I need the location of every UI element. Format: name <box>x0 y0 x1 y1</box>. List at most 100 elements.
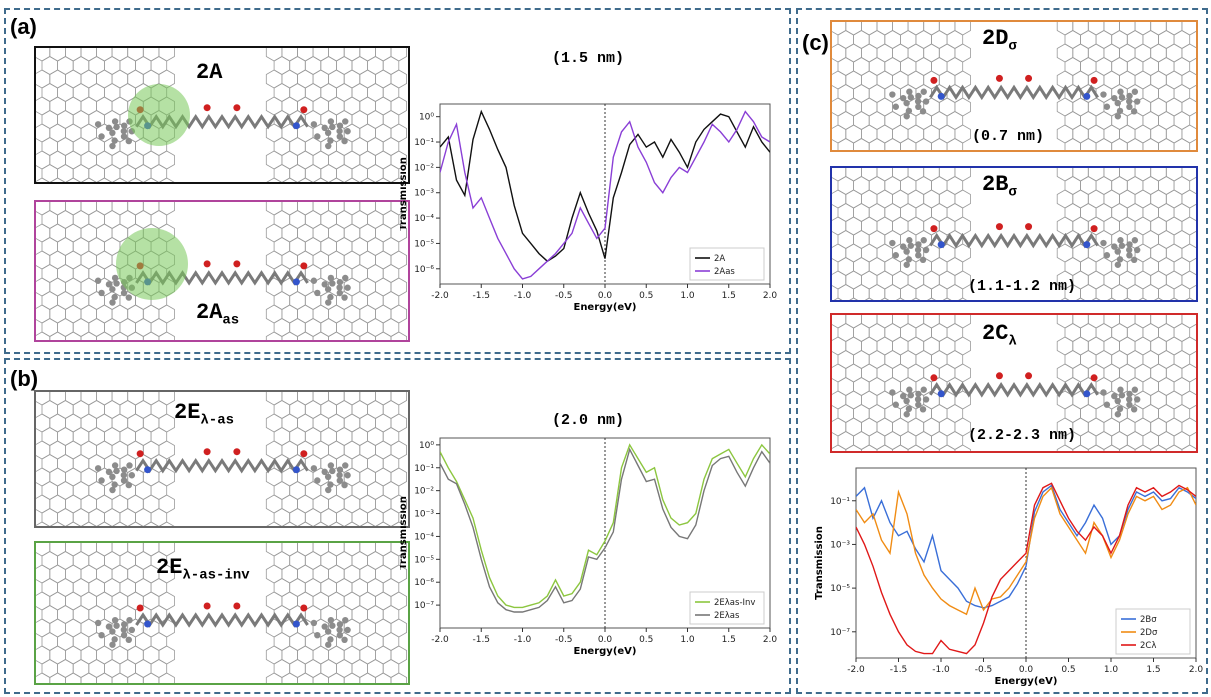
y-tick-label: 10⁻⁵ <box>414 555 434 565</box>
molecule-box-2e-las: 2Eλ-as <box>34 390 410 528</box>
y-tick-label: 10⁰ <box>419 441 434 451</box>
panel-c-letter: (c) <box>802 30 829 55</box>
y-tick-label: 10⁻¹ <box>414 138 434 148</box>
length-label-2b: (1.1-1.2 nm) <box>968 278 1077 295</box>
x-tick-label: -0.5 <box>555 635 573 645</box>
molecule-label-2d: 2Dσ <box>982 26 1017 55</box>
panel-a-letter: (a) <box>10 14 37 39</box>
molecule-illustration <box>832 22 1196 150</box>
molecule-illustration <box>832 168 1196 300</box>
x-tick-label: 2.0 <box>763 291 778 301</box>
x-tick-label: -2.0 <box>431 291 449 301</box>
molecule-box-2c: 2Cλ (2.2-2.3 nm) <box>830 313 1198 453</box>
legend-box <box>689 247 765 281</box>
x-tick-label: -0.5 <box>555 291 573 301</box>
x-axis-label: Energy(eV) <box>573 302 636 313</box>
highlight-circle <box>116 228 188 300</box>
series-line-2Cλ <box>856 482 1196 655</box>
x-tick-label: 1.5 <box>722 635 736 645</box>
series-line-2A <box>440 109 770 263</box>
x-tick-label: -1.5 <box>472 291 490 301</box>
transmission-plot-c: -2.0 -1.5 -1.0 -0.5 0.0 0.5 1.0 1.5 2.0 10⁻¹ 10⁻³ 1… <box>814 467 1204 687</box>
y-tick-label: 10⁻² <box>414 487 434 497</box>
legend-label: 2Cλ <box>1140 641 1156 651</box>
x-tick-label: 0.5 <box>639 635 653 645</box>
x-tick-label: -0.5 <box>975 665 993 675</box>
panel-b-frame <box>4 358 791 694</box>
molecule-box-2e-las-inv: 2Eλ-as-inv <box>34 541 410 685</box>
length-label-2c: (2.2-2.3 nm) <box>968 427 1077 444</box>
transmission-plot-a: -2.0 -1.5 -1.0 -0.5 0.0 0.5 1.0 1.5 2.0 10⁰ 10⁻¹ 10… <box>400 103 778 313</box>
y-tick-label: 10⁻¹ <box>414 464 434 474</box>
y-axis-label: Transmission <box>400 157 409 231</box>
y-tick-label: 10⁻⁶ <box>414 265 434 275</box>
series-line-2Eλas-Inv <box>440 443 770 609</box>
y-tick-label: 10⁰ <box>419 113 434 123</box>
transmission-plot-b: -2.0 -1.5 -1.0 -0.5 0.0 0.5 1.0 1.5 2.0 10⁰ 10⁻¹ 10… <box>400 437 778 657</box>
series-line-2Aas <box>440 110 770 280</box>
legend-label: 2Aas <box>714 267 735 277</box>
legend-label: 2Bσ <box>1140 615 1157 625</box>
x-tick-label: 2.0 <box>763 635 778 645</box>
x-tick-label: 1.0 <box>1104 665 1119 675</box>
x-tick-label: -2.0 <box>431 635 449 645</box>
panel-c-frame <box>796 8 1208 694</box>
x-tick-label: 0.0 <box>598 291 613 301</box>
y-tick-label: 10⁻⁶ <box>414 578 434 588</box>
legend-label: 2Eλas <box>714 611 740 621</box>
x-tick-label: 0.0 <box>598 635 613 645</box>
molecule-label-2c: 2Cλ <box>982 321 1017 350</box>
y-tick-label: 10⁻³ <box>414 189 434 199</box>
length-label-b: (2.0 nm) <box>552 412 625 429</box>
legend-label: 2Dσ <box>1140 628 1158 638</box>
x-tick-label: 0.0 <box>1019 665 1034 675</box>
legend-label: 2Eλas-Inv <box>714 598 755 608</box>
x-tick-label: -1.0 <box>514 291 532 301</box>
panel-b-letter: (b) <box>10 366 39 391</box>
molecule-illustration <box>832 315 1196 451</box>
x-axis-label: Energy(eV) <box>573 646 636 657</box>
y-tick-label: 10⁻⁴ <box>414 532 434 542</box>
molecule-illustration <box>36 392 407 526</box>
x-tick-label: -1.0 <box>514 635 532 645</box>
x-tick-label: 0.5 <box>1061 665 1075 675</box>
y-tick-label: 10⁻³ <box>414 510 434 520</box>
y-tick-label: 10⁻¹ <box>830 497 850 507</box>
molecule-label-2aas: 2Aas <box>196 300 240 329</box>
x-tick-label: 0.5 <box>639 291 653 301</box>
y-tick-label: 10⁻⁵ <box>414 239 434 249</box>
x-tick-label: -2.0 <box>847 665 865 675</box>
x-tick-label: 1.5 <box>722 291 736 301</box>
y-axis-label: Transmission <box>814 526 825 600</box>
molecule-box-2b: 2Bσ (1.1-1.2 nm) <box>830 166 1198 302</box>
y-tick-label: 10⁻⁷ <box>414 601 434 611</box>
x-tick-label: 2.0 <box>1189 665 1204 675</box>
legend-box <box>689 591 765 625</box>
y-tick-label: 10⁻⁴ <box>414 214 434 224</box>
highlight-circle <box>128 84 190 146</box>
x-tick-label: -1.0 <box>932 665 950 675</box>
length-label-a: (1.5 nm) <box>552 50 625 67</box>
series-line-2Dσ <box>856 486 1196 616</box>
y-tick-label: 10⁻² <box>414 163 434 173</box>
x-tick-label: -1.5 <box>472 635 490 645</box>
molecule-label-2a: 2A <box>196 60 223 85</box>
molecule-box-2d: 2Dσ (0.7 nm) <box>830 20 1198 152</box>
y-tick-label: 10⁻⁷ <box>830 628 850 638</box>
molecule-label-2e-las-inv: 2Eλ-as-inv <box>156 555 250 584</box>
molecule-label-2b: 2Bσ <box>982 172 1017 201</box>
x-tick-label: -1.5 <box>890 665 908 675</box>
length-label-2d: (0.7 nm) <box>972 128 1045 145</box>
series-line-2Eλas <box>440 447 770 613</box>
legend-label: 2A <box>714 254 725 264</box>
y-axis-label: Transmission <box>400 496 409 570</box>
y-tick-label: 10⁻³ <box>830 540 850 550</box>
molecule-box-2aas: 2Aas <box>34 200 410 342</box>
x-axis-label: Energy(eV) <box>994 676 1057 687</box>
x-tick-label: 1.5 <box>1146 665 1160 675</box>
y-tick-label: 10⁻⁵ <box>830 584 850 594</box>
x-tick-label: 1.0 <box>680 635 695 645</box>
molecule-illustration <box>36 202 407 340</box>
molecule-box-2a: 2A <box>34 46 410 184</box>
panel-a-frame <box>4 8 791 354</box>
